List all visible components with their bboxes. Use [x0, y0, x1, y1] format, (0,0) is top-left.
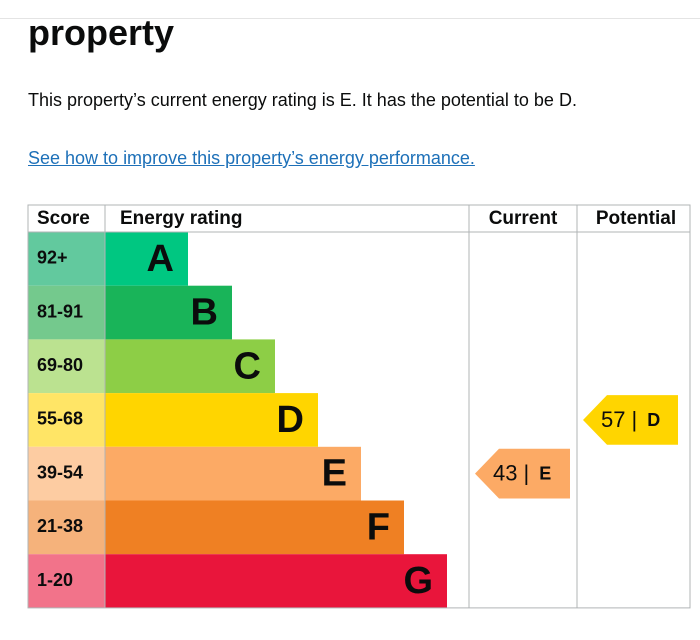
current-label: 43 | E: [493, 460, 551, 485]
column-header: Potential: [596, 208, 676, 229]
score-cell: [28, 339, 105, 394]
score-range: 92+: [37, 248, 68, 268]
score-range: 55-68: [37, 409, 83, 429]
rating-letter: E: [322, 453, 347, 495]
score-range: 69-80: [37, 355, 83, 375]
divider: [0, 18, 700, 19]
rating-letter: A: [147, 238, 174, 280]
score-range: 1-20: [37, 570, 73, 590]
current-score: 43: [493, 460, 517, 485]
intro-text: This property’s current energy rating is…: [28, 90, 577, 110]
rating-bar: [105, 446, 361, 501]
rating-letter: G: [403, 560, 433, 602]
score-cell: [28, 393, 105, 447]
separator: |: [523, 460, 529, 485]
current-arrow: [475, 448, 570, 499]
rating-bar: [105, 500, 404, 555]
rating-bar: [105, 554, 447, 608]
column-header: Energy rating: [120, 208, 242, 229]
score-range: 39-54: [37, 462, 83, 482]
potential-score: 57: [601, 407, 625, 432]
separator: |: [631, 407, 637, 432]
rating-bar: [105, 393, 318, 447]
potential-arrow: [583, 395, 678, 445]
improve-link[interactable]: See how to improve this property’s energ…: [28, 148, 475, 168]
rating-letter: C: [234, 345, 261, 387]
score-cell: [28, 285, 105, 340]
rating-bar: [105, 232, 188, 286]
score-cell: [28, 232, 105, 286]
rating-bar: [105, 285, 232, 340]
score-range: 81-91: [37, 301, 83, 321]
rating-letter: B: [191, 292, 218, 334]
rating-letter: F: [367, 506, 390, 548]
score-cell: [28, 554, 105, 608]
score-cell: [28, 446, 105, 501]
rating-bar: [105, 339, 275, 394]
rating-letter: D: [277, 399, 304, 441]
column-header: Current: [489, 208, 558, 229]
current-band: E: [539, 463, 551, 483]
heading: property: [28, 12, 175, 53]
potential-label: 57 | D: [601, 407, 660, 432]
column-header: Score: [37, 208, 90, 229]
potential-band: D: [647, 410, 660, 430]
score-range: 21-38: [37, 516, 83, 536]
score-cell: [28, 500, 105, 555]
table-border: [27, 204, 691, 609]
